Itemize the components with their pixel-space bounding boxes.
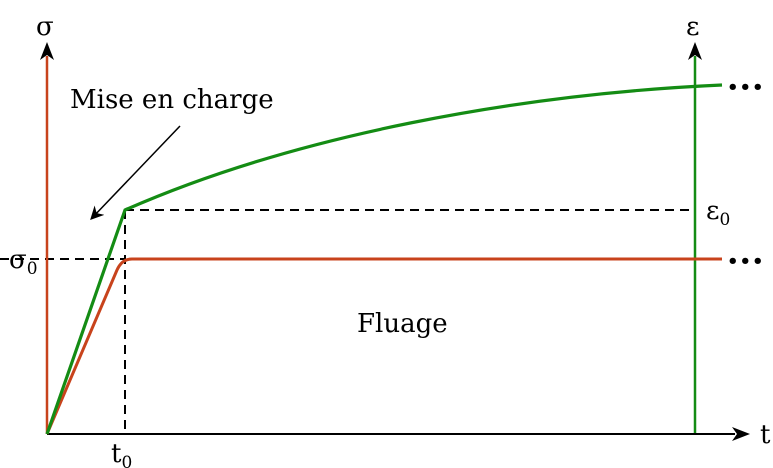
epsilon-axis-label: ε bbox=[686, 12, 699, 42]
sigma-zero-label: σ0 bbox=[9, 245, 38, 279]
strain-curve bbox=[45, 83, 723, 435]
creep-region-label: Fluage bbox=[357, 309, 448, 339]
stress-axis-arrowhead bbox=[40, 42, 54, 60]
t-zero-symbol: t bbox=[111, 439, 122, 468]
epsilon-zero-label: ε0 bbox=[706, 196, 730, 230]
t-zero-label: t0 bbox=[111, 439, 132, 468]
time-axis-label: t bbox=[760, 420, 771, 450]
strain-continuation-dots: ••• bbox=[727, 77, 765, 98]
loading-pointer-arrow bbox=[90, 125, 181, 220]
sigma-axis-label: σ bbox=[36, 12, 54, 42]
epsilon-zero-subscript: 0 bbox=[719, 210, 730, 230]
t-zero-subscript: 0 bbox=[121, 453, 132, 468]
stress-continuation-dots: ••• bbox=[727, 251, 765, 272]
strain-axis-arrowhead bbox=[688, 42, 702, 60]
sigma-zero-symbol: σ bbox=[9, 245, 27, 275]
epsilon-zero-symbol: ε bbox=[706, 196, 719, 226]
stress-curve bbox=[45, 257, 722, 435]
sigma-zero-subscript: 0 bbox=[27, 259, 38, 279]
time-axis-arrowhead bbox=[732, 427, 750, 441]
loading-note: Mise en charge bbox=[70, 85, 274, 115]
